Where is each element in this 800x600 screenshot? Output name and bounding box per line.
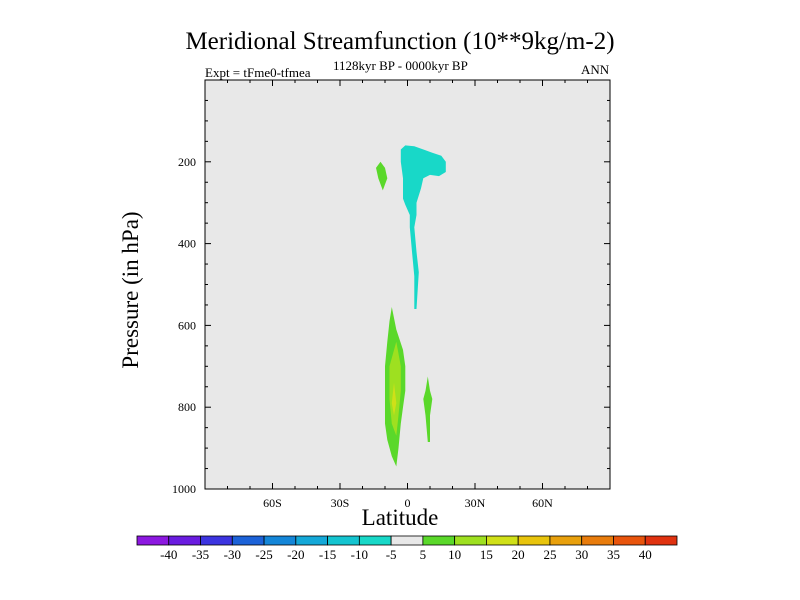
y-tick-label: 600 <box>178 318 196 332</box>
x-tick-label: 0 <box>405 496 411 510</box>
colorbar-label: -25 <box>255 547 272 562</box>
colorbar-box <box>549 535 583 546</box>
colorbar-label: -5 <box>386 547 397 562</box>
colorbar-label: -40 <box>160 547 177 562</box>
colorbar-box <box>295 535 328 546</box>
y-tick-label: 200 <box>178 155 196 169</box>
y-tick-label: 400 <box>178 237 196 251</box>
colorbar-box <box>231 535 265 546</box>
colorbar-box <box>486 535 519 546</box>
colorbar-label: -15 <box>319 547 336 562</box>
colorbar-box <box>358 535 392 546</box>
colorbar-label: -30 <box>224 547 241 562</box>
contour-upper-south-cell <box>376 161 388 191</box>
colorbar-box <box>390 535 424 546</box>
colorbar-box <box>613 535 646 546</box>
chart-title: Meridional Streamfunction (10**9kg/m-2) <box>185 28 615 55</box>
colorbar-label: -10 <box>351 547 368 562</box>
colorbar-box <box>200 535 233 546</box>
colorbar-label: 15 <box>480 547 493 562</box>
colorbar-label: 5 <box>420 547 427 562</box>
colorbar-box <box>581 535 614 546</box>
x-tick-label: 60N <box>532 496 553 510</box>
colorbar-box <box>168 535 201 546</box>
colorbar-label: 30 <box>575 547 588 562</box>
colorbar-box <box>327 535 360 546</box>
colorbar-label: 10 <box>448 547 461 562</box>
season-label: ANN <box>581 62 610 77</box>
colorbar-label: 20 <box>512 547 525 562</box>
colorbar-box <box>422 535 456 546</box>
colorbar-box <box>263 535 297 546</box>
colorbar-label: -20 <box>287 547 304 562</box>
contour-lower-south-core <box>389 341 401 436</box>
colorbar-label: 40 <box>639 547 652 562</box>
colorbar-box <box>136 535 170 546</box>
x-tick-label: 30S <box>331 496 350 510</box>
colorbar-box <box>644 535 678 546</box>
x-tick-label: 30N <box>465 496 486 510</box>
x-tick-label: 60S <box>263 496 282 510</box>
colorbar-box <box>517 535 551 546</box>
period-label: 1128kyr BP - 0000kyr BP <box>333 58 468 73</box>
colorbar-label: -35 <box>192 547 209 562</box>
contour-lower-south-peak <box>391 382 397 416</box>
colorbar-label: 35 <box>607 547 620 562</box>
colorbar-label: 25 <box>543 547 556 562</box>
plot-area <box>205 80 610 489</box>
x-axis-label: Latitude <box>361 505 439 530</box>
experiment-label: Expt = tFme0-tfmea <box>205 65 311 80</box>
contour-lower-north-cell <box>423 376 433 442</box>
colorbar-box <box>454 535 487 546</box>
y-tick-label: 1000 <box>172 482 196 496</box>
y-tick-label: 800 <box>178 400 196 414</box>
contour-upper-tropical-cell <box>400 145 446 309</box>
